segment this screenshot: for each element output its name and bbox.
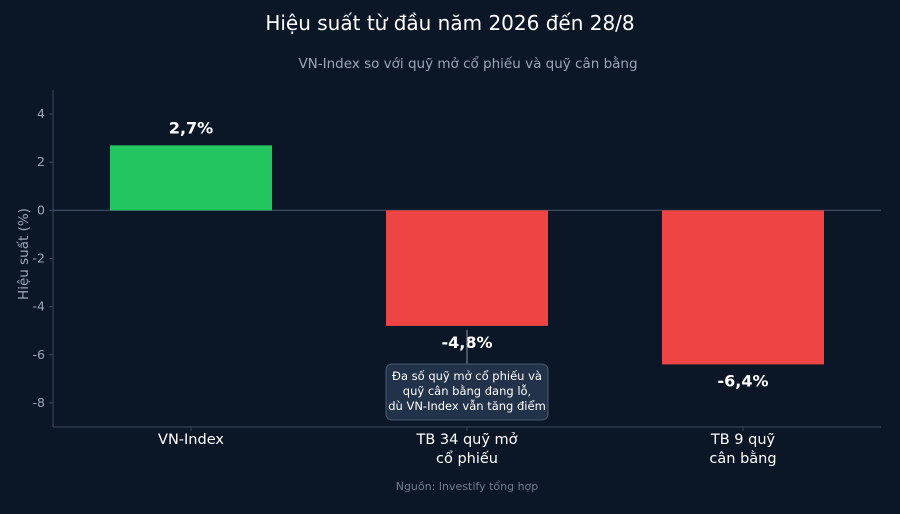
annotation-text: quỹ cân bằng đang lỗ,	[403, 384, 531, 398]
annotation-text: dù VN-Index vẫn tăng điểm	[388, 399, 546, 413]
y-tick-label: 2	[37, 154, 45, 169]
y-tick-label: -2	[33, 251, 45, 266]
x-tick-label: cân bằng	[709, 450, 776, 467]
data-label: 2,7%	[169, 118, 213, 137]
y-tick-label: -4	[33, 299, 46, 314]
x-tick-label: VN-Index	[158, 432, 224, 448]
x-tick-label: cổ phiếu	[436, 450, 498, 467]
bar	[386, 210, 548, 326]
y-tick-label: -8	[33, 395, 46, 410]
y-tick-label: 0	[37, 202, 45, 217]
data-label: -6,4%	[717, 371, 768, 390]
bar	[110, 145, 272, 211]
y-tick-label: 4	[37, 106, 45, 121]
source-note: Nguồn: Investify tổng hợp	[396, 480, 539, 493]
chart-subtitle: VN-Index so với quỹ mở cổ phiếu và quỹ c…	[298, 55, 637, 72]
annotation-text: Đa số quỹ mở cổ phiếu và	[392, 369, 542, 383]
plot-area: 420-2-4-6-82,7%VN-Index-4,8%TB 34 quỹ mở…	[33, 90, 881, 467]
chart-title: Hiệu suất từ đầu năm 2026 đến 28/8	[265, 11, 634, 35]
annotation-box	[385, 363, 549, 421]
bar	[662, 210, 824, 365]
x-tick-label: TB 9 quỹ	[710, 432, 776, 448]
y-tick-label: -6	[33, 347, 46, 362]
x-tick-label: TB 34 quỹ mở	[415, 432, 517, 448]
y-axis-label: Hiệu suất (%)	[16, 208, 32, 300]
